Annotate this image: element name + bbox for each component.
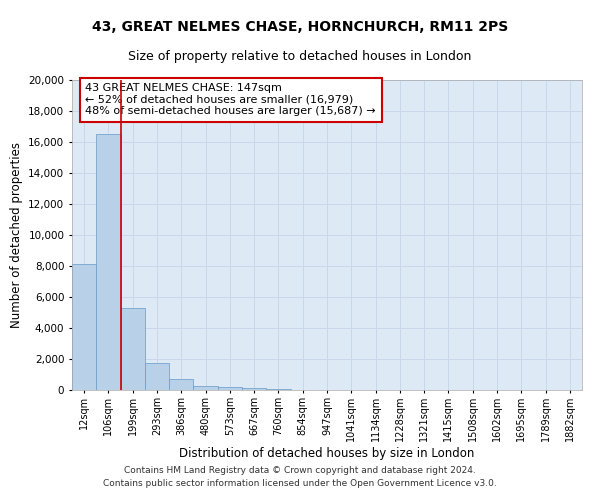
Bar xyxy=(145,363,169,390)
Text: Size of property relative to detached houses in London: Size of property relative to detached ho… xyxy=(128,50,472,63)
Text: Contains HM Land Registry data © Crown copyright and database right 2024.
Contai: Contains HM Land Registry data © Crown c… xyxy=(103,466,497,487)
Bar xyxy=(266,389,290,390)
Bar xyxy=(193,386,218,390)
X-axis label: Distribution of detached houses by size in London: Distribution of detached houses by size … xyxy=(179,446,475,460)
Text: 43, GREAT NELMES CHASE, HORNCHURCH, RM11 2PS: 43, GREAT NELMES CHASE, HORNCHURCH, RM11… xyxy=(92,20,508,34)
Bar xyxy=(121,308,145,390)
Bar xyxy=(96,134,121,390)
Bar xyxy=(169,379,193,390)
Text: 43 GREAT NELMES CHASE: 147sqm
← 52% of detached houses are smaller (16,979)
48% : 43 GREAT NELMES CHASE: 147sqm ← 52% of d… xyxy=(85,83,376,116)
Bar xyxy=(218,387,242,390)
Bar xyxy=(242,388,266,390)
Y-axis label: Number of detached properties: Number of detached properties xyxy=(10,142,23,328)
Bar xyxy=(72,264,96,390)
